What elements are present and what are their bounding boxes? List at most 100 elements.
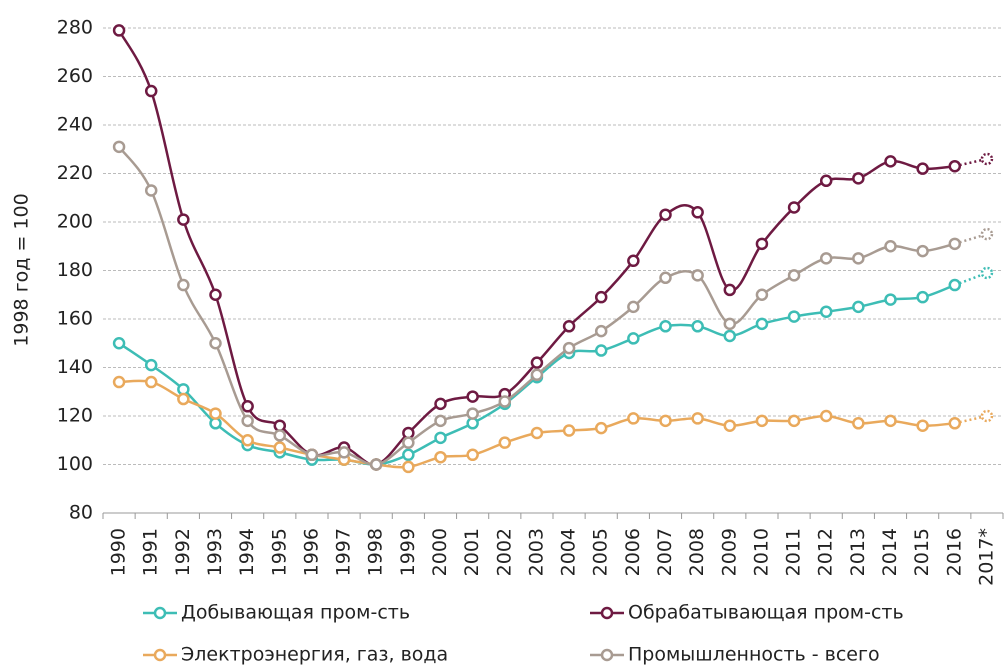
x-tick-label: 2011 <box>783 528 805 576</box>
x-tick-label: 2015 <box>911 528 933 576</box>
data-point <box>787 310 801 323</box>
legend-marker <box>153 648 167 662</box>
data-point <box>691 206 704 219</box>
x-tick-label: 2002 <box>493 528 515 576</box>
y-axis-label: 1998 год = 100 <box>11 193 33 346</box>
data-point <box>852 417 865 430</box>
y-tick-label: 120 <box>57 405 93 427</box>
data-point <box>691 269 704 282</box>
data-point <box>691 320 704 333</box>
y-tick-label: 260 <box>57 65 93 87</box>
y-tick-label: 240 <box>57 114 93 136</box>
data-point <box>402 460 415 474</box>
x-tick-label: 2016 <box>943 528 965 576</box>
data-point <box>498 395 512 408</box>
data-point <box>723 329 737 343</box>
data-point <box>723 283 737 297</box>
data-point <box>369 458 383 471</box>
data-point <box>659 271 672 285</box>
data-point <box>627 412 640 425</box>
data-point <box>177 392 190 406</box>
data-point <box>980 152 994 166</box>
data-point <box>466 407 479 420</box>
legend-label: Добывающая пром-сть <box>181 602 410 624</box>
data-point <box>723 317 737 331</box>
data-point <box>884 240 897 253</box>
data-point <box>980 409 994 423</box>
data-point <box>209 288 222 301</box>
data-point <box>819 409 833 423</box>
data-point <box>819 305 833 318</box>
data-point <box>402 448 415 462</box>
data-point <box>466 390 479 403</box>
x-tick-label: 1997 <box>333 528 355 576</box>
data-point <box>659 414 672 428</box>
data-point <box>530 426 544 440</box>
data-point <box>755 414 769 428</box>
x-tick-label: 2001 <box>461 528 483 576</box>
data-point <box>434 397 447 411</box>
data-point <box>112 337 126 350</box>
y-tick-label: 80 <box>69 502 93 524</box>
y-tick-label: 220 <box>57 162 93 184</box>
x-tick-label: 1993 <box>204 528 226 576</box>
data-point <box>916 419 929 432</box>
x-tick-label: 2004 <box>558 528 580 576</box>
y-tick-label: 160 <box>57 308 93 330</box>
x-tick-label: 2008 <box>686 528 708 576</box>
x-tick-label: 2007 <box>654 528 676 576</box>
data-point <box>530 368 544 382</box>
data-point <box>209 337 222 350</box>
data-point <box>144 358 158 372</box>
data-point <box>594 290 608 304</box>
legend-marker <box>600 606 614 620</box>
data-point <box>755 288 769 301</box>
data-point <box>144 375 158 389</box>
x-tick-label: 2017* <box>975 528 997 586</box>
data-point <box>787 414 801 428</box>
y-tick-label: 100 <box>57 453 93 475</box>
data-point <box>852 252 865 265</box>
data-point <box>884 414 897 428</box>
data-point <box>659 208 672 221</box>
data-point <box>434 450 447 464</box>
data-point <box>852 300 865 314</box>
data-point <box>177 213 190 226</box>
data-point <box>916 244 929 258</box>
data-point <box>755 237 769 251</box>
data-point <box>434 431 447 445</box>
y-tick-label: 180 <box>57 259 93 281</box>
data-point <box>884 155 897 168</box>
data-point <box>530 356 544 369</box>
x-tick-label: 2000 <box>429 528 451 576</box>
x-tick-label: 1994 <box>236 528 258 576</box>
y-tick-label: 140 <box>57 356 93 378</box>
data-point <box>691 412 704 425</box>
data-point <box>112 140 126 154</box>
data-point <box>241 400 254 413</box>
data-point <box>627 254 640 268</box>
data-point <box>112 24 126 37</box>
data-point <box>273 429 287 442</box>
data-point <box>434 414 447 428</box>
data-point <box>948 278 962 292</box>
data-point <box>144 84 158 98</box>
y-tick-label: 200 <box>57 211 93 233</box>
data-point <box>787 269 801 282</box>
x-tick-label: 1991 <box>140 528 162 576</box>
data-point <box>273 441 287 454</box>
data-point <box>723 419 737 432</box>
x-tick-label: 2013 <box>847 528 869 576</box>
x-tick-label: 2006 <box>622 528 644 576</box>
x-tick-label: 2014 <box>879 528 901 576</box>
data-point <box>305 448 319 462</box>
data-point <box>884 293 897 306</box>
x-tick-label: 1992 <box>172 528 194 576</box>
x-tick-label: 1999 <box>397 528 419 576</box>
data-point <box>177 278 190 292</box>
data-point <box>787 201 801 214</box>
x-tick-label: 2003 <box>525 528 547 576</box>
data-point <box>144 184 158 197</box>
x-tick-label: 1998 <box>365 528 387 576</box>
